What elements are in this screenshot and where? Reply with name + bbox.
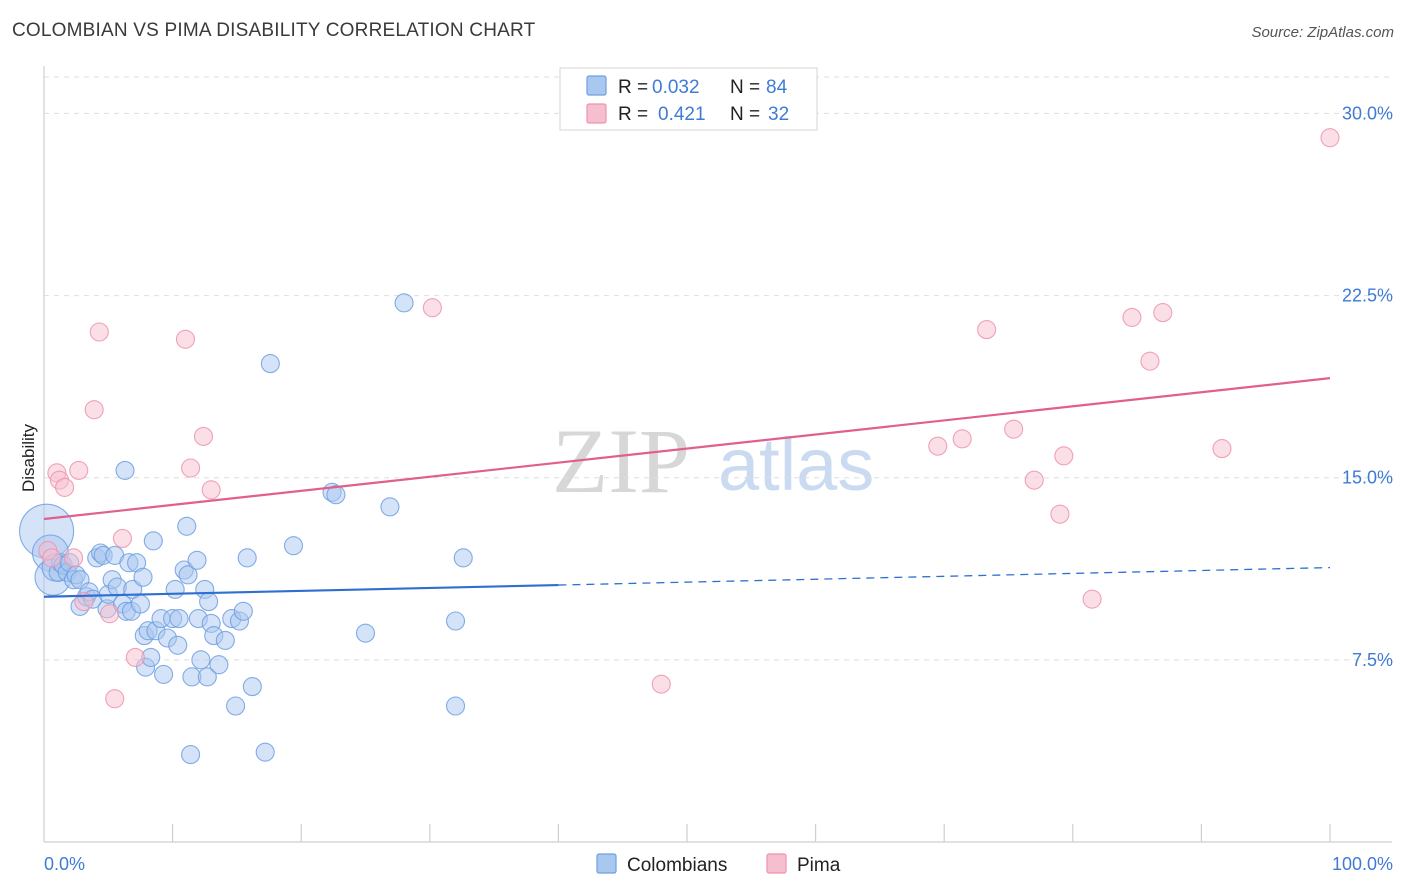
scatter-points	[19, 128, 1340, 765]
data-point-colombians	[191, 650, 211, 670]
chart-title: COLOMBIAN VS PIMA DISABILITY CORRELATION…	[12, 20, 536, 41]
data-point-pima	[1320, 128, 1340, 148]
data-point-pima	[55, 477, 75, 497]
series-label-pima: Pima	[797, 855, 841, 876]
data-point-colombians	[453, 548, 473, 568]
data-point-pima	[1212, 439, 1232, 459]
watermark-atlas: atlas	[718, 423, 874, 506]
data-point-pima	[1082, 589, 1102, 609]
data-point-pima	[89, 322, 109, 342]
legend-n-value: 32	[768, 104, 789, 125]
series-label-colombians: Colombians	[627, 855, 727, 876]
legend-r-label: R =	[618, 104, 648, 125]
data-point-colombians	[130, 594, 150, 614]
data-point-colombians	[394, 293, 414, 313]
data-point-colombians	[168, 635, 188, 655]
data-point-pima	[1140, 351, 1160, 371]
data-point-pima	[69, 460, 89, 480]
data-point-colombians	[237, 548, 257, 568]
data-point-pima	[1004, 419, 1024, 439]
data-point-colombians	[181, 745, 201, 765]
trendline-colombians	[43, 583, 559, 598]
stats-legend: R = 0.032 N = 84 R = 0.421 N = 32	[559, 67, 818, 131]
data-point-pima	[1122, 307, 1142, 327]
data-point-pima	[977, 320, 997, 340]
data-point-colombians	[178, 565, 198, 585]
legend-n-value: 84	[766, 77, 788, 98]
legend-n-label: N =	[730, 77, 760, 98]
data-point-colombians	[187, 550, 207, 570]
series-swatch-colombians	[596, 853, 617, 874]
legend-swatch-colombians	[586, 75, 607, 96]
y-tick-label: 22.5%	[1342, 286, 1393, 306]
data-point-pima	[201, 480, 221, 500]
data-point-colombians	[199, 592, 219, 612]
x-tick-label: 100.0%	[1332, 854, 1393, 874]
data-point-pima	[1024, 470, 1044, 490]
y-tick-label: 30.0%	[1342, 103, 1393, 123]
data-point-pima	[125, 647, 145, 667]
data-point-pima	[952, 429, 972, 449]
data-point-colombians	[355, 623, 376, 643]
data-point-colombians	[165, 579, 185, 599]
data-point-colombians	[255, 742, 275, 762]
data-point-pima	[84, 400, 104, 420]
data-point-pima	[193, 426, 214, 446]
data-point-pima	[1050, 504, 1070, 524]
data-point-colombians	[215, 630, 235, 650]
legend-r-value: 0.032	[652, 77, 700, 98]
data-point-colombians	[380, 497, 400, 517]
data-point-pima	[42, 548, 62, 568]
series-legend: Colombians Pima	[596, 853, 841, 876]
data-point-pima	[1054, 446, 1074, 466]
data-point-pima	[181, 458, 201, 478]
data-point-pima	[74, 592, 94, 612]
data-point-pima	[651, 674, 671, 694]
data-point-colombians	[177, 516, 197, 536]
data-point-colombians	[260, 354, 280, 374]
source-label: Source: ZipAtlas.com	[1251, 24, 1394, 41]
data-point-pima	[928, 436, 948, 456]
data-point-colombians	[197, 667, 217, 687]
data-point-colombians	[233, 601, 253, 621]
data-point-colombians	[154, 664, 174, 684]
data-point-pima	[64, 548, 84, 568]
legend-r-value: 0.421	[658, 104, 706, 125]
data-point-colombians	[115, 460, 135, 480]
data-point-colombians	[133, 567, 153, 587]
data-point-pima	[112, 528, 132, 548]
data-point-colombians	[326, 485, 346, 505]
data-point-colombians	[445, 696, 466, 716]
y-axis-title: Disability	[19, 423, 38, 492]
data-point-pima	[175, 329, 196, 349]
data-point-colombians	[169, 609, 189, 629]
legend-swatch-pima	[586, 103, 607, 124]
data-point-pima	[100, 604, 120, 624]
x-tick-label: 0.0%	[44, 854, 85, 874]
data-point-colombians	[283, 536, 304, 556]
data-point-colombians	[445, 611, 466, 631]
y-tick-label: 7.5%	[1352, 650, 1393, 670]
legend-r-label: R =	[618, 77, 648, 98]
data-point-pima	[105, 689, 125, 709]
y-tick-label: 15.0%	[1342, 468, 1393, 488]
data-point-colombians	[143, 531, 163, 551]
data-point-pima	[1153, 303, 1173, 323]
data-point-colombians	[242, 677, 262, 697]
grid-lines	[44, 76, 1392, 661]
tick-labels: 7.5% 15.0% 22.5% 30.0% 0.0% 100.0%	[44, 103, 1393, 874]
data-point-colombians	[209, 655, 229, 675]
trendlines	[43, 377, 1331, 598]
trendline-extension-colombians	[558, 566, 1331, 586]
legend-n-label: N =	[730, 104, 760, 125]
trendline-pima	[43, 377, 1331, 521]
data-point-pima	[422, 298, 442, 318]
series-swatch-pima	[766, 853, 787, 874]
axes	[43, 66, 1392, 843]
data-point-colombians	[226, 696, 246, 716]
